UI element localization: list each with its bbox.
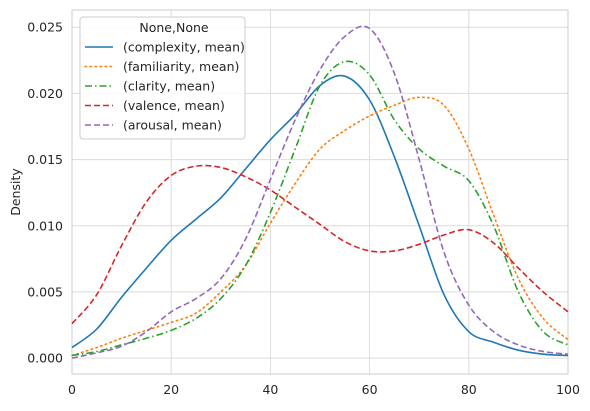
y-tick-label: 0.005 [27, 284, 63, 299]
plot-frame [71, 9, 569, 375]
y-tick-label: 0.025 [27, 20, 63, 35]
legend-label-0: (complexity, mean) [123, 40, 245, 55]
series-line-2 [71, 60, 569, 357]
legend-label-1: (familiarity, mean) [123, 59, 239, 74]
legend: None,None (complexity, mean) (familiarity… [79, 16, 246, 140]
y-tick-label: 0.015 [27, 152, 63, 167]
x-tick-label: 100 [556, 382, 580, 397]
legend-label-4: (arousal, mean) [123, 118, 222, 133]
legend-label-2: (clarity, mean) [123, 79, 215, 94]
series-lines [71, 25, 569, 359]
series-line-4 [71, 25, 569, 359]
y-tick-label: 0.020 [27, 86, 63, 101]
y-tick-label: 0.010 [27, 218, 63, 233]
x-tick-label: 40 [262, 382, 278, 397]
x-tick-label: 0 [68, 382, 76, 397]
y-tick-label: 0.000 [27, 351, 63, 366]
legend-label-3: (valence, mean) [123, 98, 225, 113]
y-axis-label: Density [8, 168, 23, 216]
legend-box [79, 16, 246, 140]
series-line-3 [71, 164, 569, 325]
tick-labels: 0 20 40 60 80 100 0.000 0.005 0.010 0.015 0.020 0.0… [27, 20, 580, 397]
x-tick-label: 60 [362, 382, 378, 397]
legend-title: None,None [139, 20, 209, 35]
x-tick-label: 20 [163, 382, 179, 397]
series-line-1 [71, 96, 569, 357]
x-tick-label: 80 [461, 382, 477, 397]
